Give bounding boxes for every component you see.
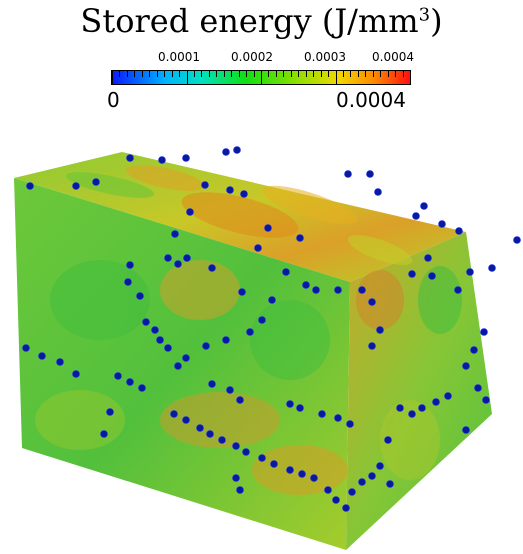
colorbar-tick xyxy=(298,71,300,77)
colorbar xyxy=(111,70,411,85)
colorbar-tick xyxy=(335,71,337,84)
colorbar-tick xyxy=(208,71,210,77)
colorbar-tick xyxy=(171,71,173,77)
colorbar-tick xyxy=(186,71,188,84)
colorbar-tick xyxy=(223,71,225,77)
colorbar-tick-label: 0.0004 xyxy=(372,50,414,64)
front-face-patches xyxy=(35,260,348,495)
colorbar-max-label: 0.0004 xyxy=(336,88,406,112)
colorbar-tick xyxy=(365,71,367,77)
colorbar-tick xyxy=(350,71,352,77)
colorbar-tick xyxy=(126,71,128,77)
colorbar-tick xyxy=(261,71,262,84)
colorbar-tick xyxy=(201,71,203,77)
colorbar-tick xyxy=(149,71,151,77)
title-text: Stored energy (J/mm xyxy=(80,2,419,40)
colorbar-tick xyxy=(305,71,307,77)
figure-title: Stored energy (J/mm3) xyxy=(0,2,523,40)
colorbar-min-label: 0 xyxy=(107,88,120,112)
colorbar-tick-label: 0.0001 xyxy=(158,50,200,64)
title-close: ) xyxy=(430,2,443,40)
colorbar-tick xyxy=(119,71,121,77)
colorbar-tick-label: 0.0002 xyxy=(231,50,273,64)
right-face-patches xyxy=(356,266,462,480)
colorbar-tick xyxy=(372,71,374,77)
colorbar-tick xyxy=(179,71,181,77)
colorbar-tick xyxy=(141,71,143,77)
colorbar-tick xyxy=(275,71,277,77)
colorbar-tick xyxy=(238,71,240,77)
colorbar-tick xyxy=(246,71,248,77)
colorbar-tick xyxy=(410,71,411,84)
colorbar-tick xyxy=(402,71,404,77)
colorbar-tick xyxy=(387,71,389,77)
colorbar-tick xyxy=(156,71,158,77)
colorbar-tick xyxy=(320,71,322,77)
colorbar-tick xyxy=(328,71,330,77)
colorbar-tick xyxy=(395,71,397,77)
colorbar-tick xyxy=(380,71,382,77)
nuclei xyxy=(22,146,521,512)
colorbar-tick xyxy=(164,71,166,77)
colorbar-tick xyxy=(290,71,292,77)
colorbar-tick xyxy=(283,71,285,77)
colorbar-tick xyxy=(268,71,270,77)
colorbar-tick xyxy=(134,71,136,77)
title-sup: 3 xyxy=(418,4,431,26)
colorbar-tick xyxy=(357,71,359,77)
colorbar-tick xyxy=(313,71,315,77)
colorbar-tick-label: 0.0003 xyxy=(304,50,346,64)
colorbar-tick xyxy=(253,71,255,77)
colorbar-tick xyxy=(216,71,218,77)
colorbar-tick xyxy=(342,71,344,77)
colorbar-tick xyxy=(193,71,195,77)
colorbar-tick xyxy=(112,71,113,84)
colorbar-tick xyxy=(231,71,233,77)
